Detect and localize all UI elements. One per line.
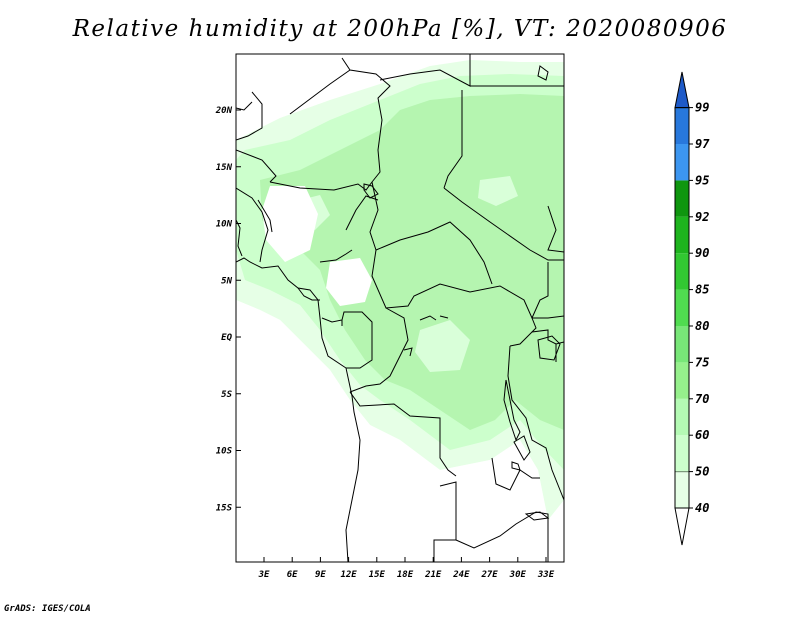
colorbar-level-label: 92 bbox=[695, 210, 709, 224]
dry-area bbox=[262, 186, 318, 262]
colorbar-swatch bbox=[675, 289, 689, 326]
colorbar-outline bbox=[674, 107, 690, 509]
humidity-band-60-70 bbox=[260, 94, 564, 430]
colorbar-level-label: 99 bbox=[695, 101, 709, 115]
colorbar-swatch bbox=[675, 107, 689, 144]
grads-credit: GrADS: IGES/COLA bbox=[4, 604, 91, 614]
colorbar-swatch bbox=[675, 398, 689, 436]
lat-tick-label: 5S bbox=[221, 390, 232, 400]
lat-tick-label: 20N bbox=[215, 106, 233, 116]
longitude-axis: 3E 6E 9E 12E 15E 18E 21E 24E 27E 30E 33E bbox=[258, 557, 555, 580]
lakes bbox=[363, 65, 561, 521]
colorbar-swatch bbox=[675, 216, 689, 254]
lat-tick-label: EQ bbox=[221, 333, 232, 343]
colorbar-upper-arrow bbox=[674, 71, 690, 109]
colorbar-swatch bbox=[675, 144, 689, 181]
colorbar-level-label: 75 bbox=[695, 355, 709, 369]
colorbar-level-label: 40 bbox=[695, 501, 709, 515]
colorbar-swatch bbox=[675, 253, 689, 290]
country-borders bbox=[236, 54, 564, 562]
lon-tick-label: 30E bbox=[509, 570, 527, 580]
colorbar-level-label: 95 bbox=[695, 173, 709, 187]
colorbar-level-label: 85 bbox=[695, 283, 709, 297]
lon-tick-label: 33E bbox=[537, 570, 555, 580]
humidity-patch-light bbox=[478, 176, 518, 206]
humidity-patch-light bbox=[415, 320, 470, 372]
lon-tick-label: 15E bbox=[369, 570, 386, 580]
colorbar-level-label: 97 bbox=[695, 137, 710, 151]
lon-tick-label: 21E bbox=[424, 570, 442, 580]
lon-tick-label: 18E bbox=[397, 570, 414, 580]
dry-area bbox=[236, 300, 548, 562]
colorbar-swatch bbox=[675, 326, 689, 363]
colorbar-level-label: 80 bbox=[695, 319, 709, 333]
lat-tick-label: 5N bbox=[221, 276, 232, 286]
colorbar-lower-arrow bbox=[674, 507, 690, 546]
colorbar-swatch bbox=[674, 471, 690, 509]
colorbar-level-label: 50 bbox=[695, 465, 709, 479]
colorbar-level-label: 70 bbox=[695, 392, 709, 406]
lat-tick-label: 15S bbox=[216, 503, 233, 513]
map-frame bbox=[235, 53, 565, 563]
latitude-axis: 20N 15N 10N 5N EQ 5S 10S 15S bbox=[215, 106, 241, 513]
lon-tick-label: 3E bbox=[258, 570, 270, 580]
lon-tick-label: 12E bbox=[340, 570, 357, 580]
lat-tick-label: 10S bbox=[216, 447, 233, 457]
dry-area bbox=[326, 258, 372, 306]
colorbar-swatch bbox=[675, 435, 689, 472]
lon-tick-label: 27E bbox=[480, 570, 498, 580]
map-title: Relative humidity at 200hPa [%], VT: 202… bbox=[72, 16, 728, 42]
lon-tick-label: 24E bbox=[452, 570, 470, 580]
colorbar-level-label: 60 bbox=[695, 428, 709, 442]
colorbar-level-label: 90 bbox=[695, 246, 709, 260]
lon-tick-label: 6E bbox=[287, 570, 298, 580]
lat-tick-label: 15N bbox=[216, 163, 233, 173]
lon-tick-label: 9E bbox=[315, 570, 326, 580]
colorbar-swatch bbox=[675, 180, 689, 217]
humidity-field bbox=[236, 60, 564, 562]
colorbar-swatch bbox=[675, 362, 689, 399]
lat-tick-label: 10N bbox=[216, 220, 233, 230]
